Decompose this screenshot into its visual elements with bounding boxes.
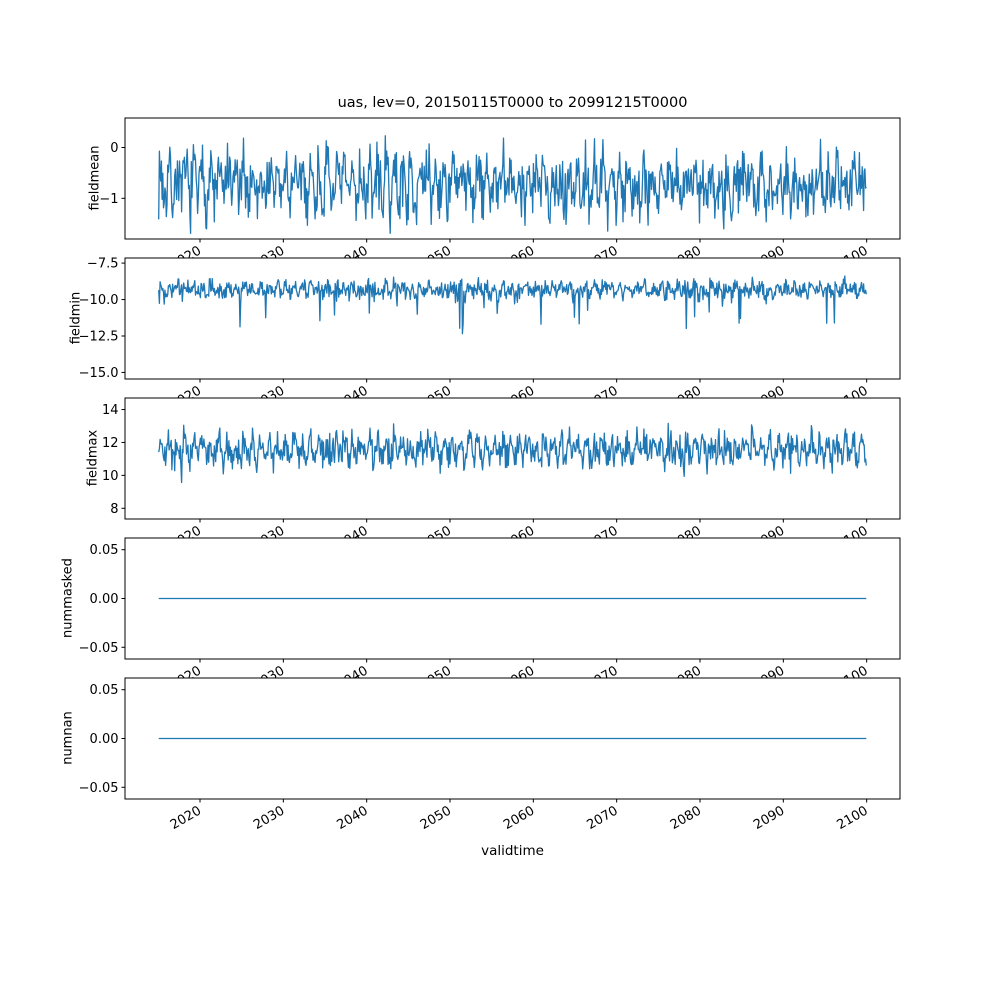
subplot-fieldmin: −7.5−10.0−12.5−15.0202020302040205020602… (79, 257, 901, 413)
ylabel-numnan: numnan (60, 711, 76, 765)
y-tick-label: −1 (99, 192, 118, 207)
x-tick-label: 2060 (501, 803, 537, 833)
ylabel-fieldmean: fieldmean (87, 145, 103, 211)
xlabel: validtime (481, 843, 544, 859)
subplot-fieldmean: 0−1202020302040205020602070208020902100 (99, 117, 901, 273)
axes-frame (124, 257, 901, 380)
x-tick-label: 2040 (335, 803, 371, 833)
series-line-fieldmax (158, 422, 867, 484)
y-tick-label: −0.05 (79, 641, 119, 656)
x-tick-label: 2080 (668, 803, 704, 833)
axes-frame (124, 397, 901, 520)
x-tick-label: 2050 (418, 803, 454, 833)
x-tick-label: 2070 (585, 803, 621, 833)
ylabel-fieldmin: fieldmin (68, 291, 84, 345)
y-tick-label: −15.0 (79, 366, 119, 381)
ylabel-nummasked: nummasked (60, 558, 76, 638)
series-line-fieldmean (158, 135, 867, 234)
chart-title: uas, lev=0, 20150115T0000 to 20991215T00… (337, 95, 688, 111)
subplot-nummasked: 0.050.00−0.05202020302040205020602070208… (79, 537, 901, 693)
y-tick-label: −7.5 (87, 257, 119, 272)
y-tick-label: 12 (102, 436, 119, 451)
x-tick-label: 2090 (751, 803, 787, 833)
y-tick-label: −12.5 (79, 329, 119, 344)
y-tick-label: 8 (110, 502, 118, 517)
x-tick-label: 2100 (835, 803, 871, 833)
y-tick-label: −0.05 (79, 781, 119, 796)
y-tick-label: 0.05 (90, 683, 119, 698)
subplot-fieldmax: 1412108202020302040205020602070208020902… (102, 397, 901, 553)
y-tick-label: 0.05 (90, 543, 119, 558)
series-line-fieldmin (158, 275, 867, 335)
y-tick-label: 10 (102, 469, 119, 484)
y-tick-label: 0.00 (90, 732, 119, 747)
y-tick-label: 0 (110, 141, 118, 156)
x-tick-label: 2020 (168, 803, 204, 833)
ylabel-fieldmax: fieldmax (85, 429, 101, 487)
y-tick-label: −10.0 (79, 293, 119, 308)
y-tick-label: 14 (102, 403, 119, 418)
y-tick-label: 0.00 (90, 592, 119, 607)
subplot-numnan: 0.05 0.00 −0.05 2020 2030 2040 2050 2060 2070 208… (79, 677, 901, 833)
axes-frame (124, 117, 901, 240)
x-tick-label: 2030 (251, 803, 287, 833)
